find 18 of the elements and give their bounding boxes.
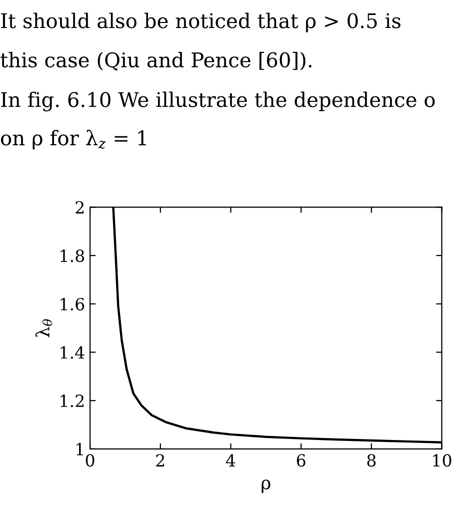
y-tick-label: 2 bbox=[76, 201, 84, 214]
x-tick-label: 2 bbox=[156, 454, 164, 466]
text: In fig. 6.10 We illustrate the dependence o bbox=[1, 92, 435, 112]
y-axis-title: λ$_{θ}$ bbox=[35, 319, 52, 338]
y-tick-label: 1 bbox=[76, 442, 83, 456]
x-tick-label: 8 bbox=[367, 454, 376, 467]
x-tick-label: 0 bbox=[86, 454, 94, 467]
y-tick-label: 1.2 bbox=[60, 394, 84, 408]
x-tick-label: 4 bbox=[226, 454, 236, 466]
x-tick-label: 6 bbox=[296, 454, 306, 467]
x-tick-label: 10 bbox=[433, 454, 452, 467]
text: It should also be noticed that ρ > 0.5 is bbox=[1, 12, 400, 32]
y-tick-label: 1.6 bbox=[60, 298, 84, 310]
x-axis-title: ρ bbox=[262, 480, 270, 493]
y-tick-label: 1.4 bbox=[60, 346, 84, 359]
y-tick-label: 1.8 bbox=[60, 249, 84, 262]
text: on ρ for λ$_{z}$ = 1 bbox=[1, 130, 146, 150]
text: this case (Qiu and Pence [60]). bbox=[0, 52, 312, 70]
